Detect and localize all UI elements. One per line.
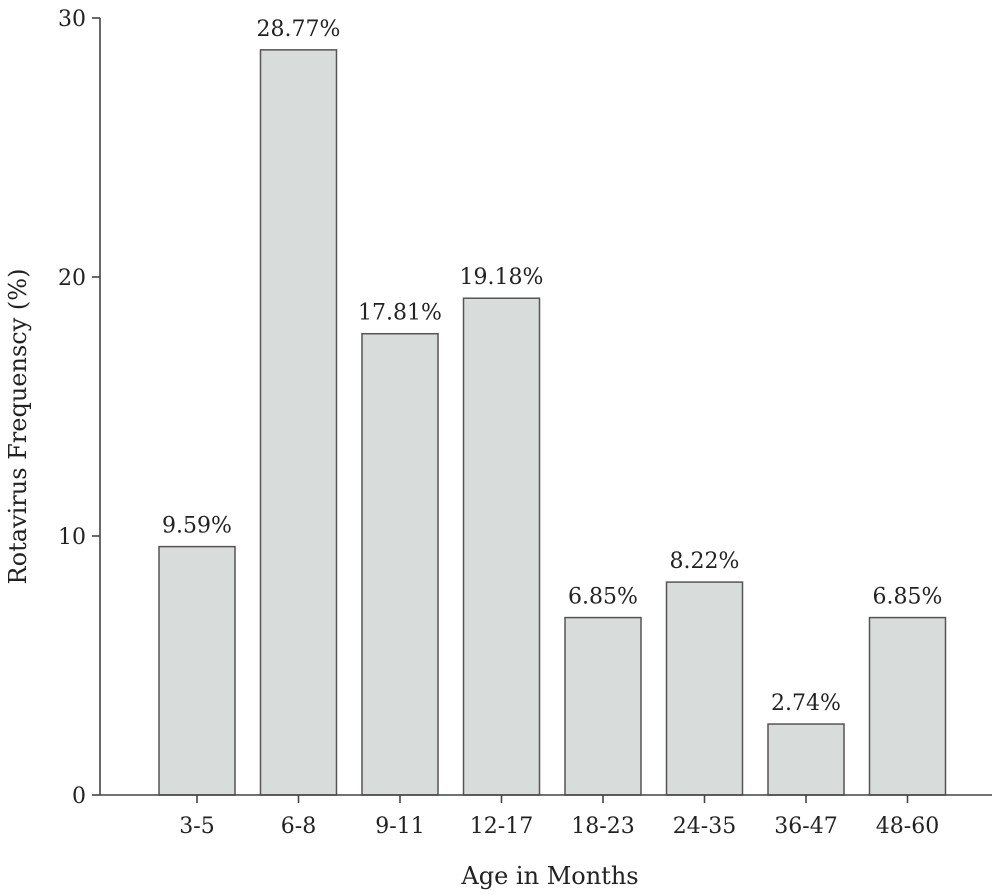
x-tick-label-18-23: 18-23 bbox=[571, 814, 634, 839]
x-tick-label-36-47: 36-47 bbox=[774, 814, 837, 839]
bar-9-11 bbox=[361, 332, 439, 796]
bar-3-5 bbox=[158, 545, 236, 796]
data-label-24-35: 8.22% bbox=[670, 549, 740, 574]
bar-24-35 bbox=[665, 581, 744, 796]
bar-48-60 bbox=[868, 616, 947, 796]
x-tick-label-6-8: 6-8 bbox=[281, 814, 316, 839]
data-label-9-11: 17.81% bbox=[358, 301, 442, 326]
data-label-6-8: 28.77% bbox=[257, 17, 341, 42]
y-tick-label: 30 bbox=[58, 7, 86, 32]
bar-12-17 bbox=[462, 297, 541, 796]
y-axis-ticks: 0 10 20 30 bbox=[58, 7, 100, 809]
x-axis-ticks: 3-5 6-8 9-11 12-17 18-23 24-35 36-47 48-60 bbox=[179, 795, 939, 839]
bar-36-47 bbox=[767, 723, 845, 796]
bars bbox=[158, 49, 947, 796]
data-label-18-23: 6.85% bbox=[568, 585, 638, 610]
y-tick-label: 10 bbox=[58, 525, 86, 550]
x-tick-label-48-60: 48-60 bbox=[876, 814, 939, 839]
x-axis-title: Age in Months bbox=[460, 862, 638, 890]
data-label-36-47: 2.74% bbox=[771, 691, 841, 716]
data-labels: 9.59% 28.77% 17.81% 19.18% 6.85% 8.22% 2.74% 6.… bbox=[162, 17, 942, 716]
y-axis-title: Rotavirus Frequenscy (%) bbox=[4, 269, 32, 585]
bar-18-23 bbox=[564, 616, 642, 796]
x-tick-label-3-5: 3-5 bbox=[179, 814, 214, 839]
y-tick-label: 20 bbox=[58, 266, 86, 291]
data-label-3-5: 9.59% bbox=[162, 514, 232, 539]
x-tick-label-24-35: 24-35 bbox=[673, 814, 736, 839]
bar-6-8 bbox=[259, 49, 338, 796]
x-tick-label-9-11: 9-11 bbox=[375, 814, 424, 839]
y-tick-label: 0 bbox=[72, 784, 86, 809]
x-tick-label-12-17: 12-17 bbox=[470, 814, 533, 839]
data-label-12-17: 19.18% bbox=[460, 265, 544, 290]
data-label-48-60: 6.85% bbox=[873, 585, 943, 610]
